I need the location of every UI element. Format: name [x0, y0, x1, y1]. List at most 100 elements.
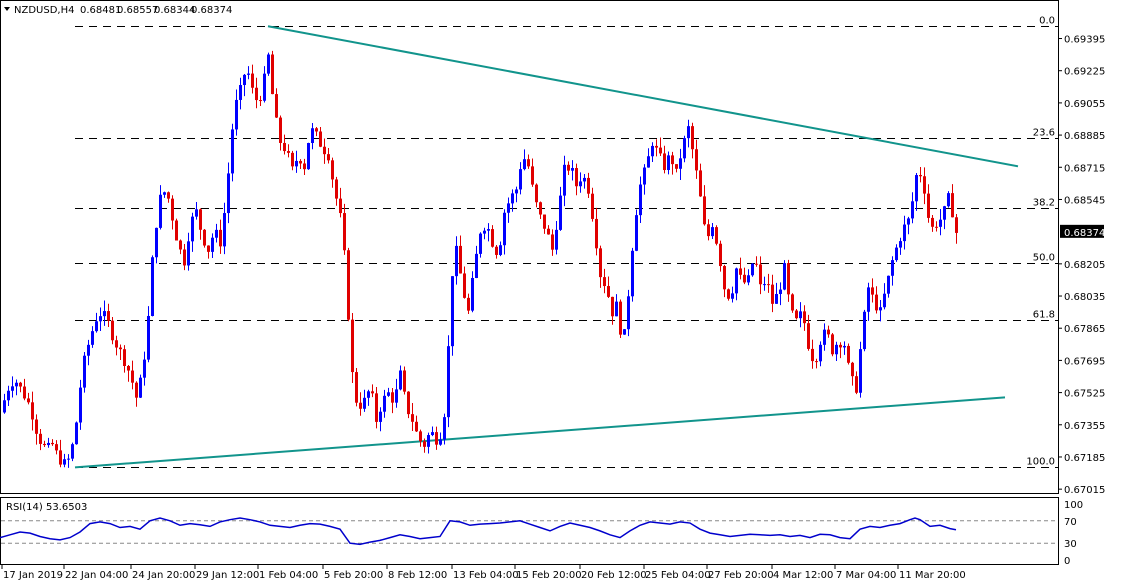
bear-candle [931, 217, 934, 227]
time-axis-label: 15 Feb 20:00 [516, 570, 582, 581]
bull-candle [559, 195, 562, 230]
bull-candle [99, 316, 102, 322]
bear-candle [951, 193, 954, 218]
time-axis-label: 24 Jan 20:00 [132, 570, 195, 581]
bull-candle [563, 164, 566, 196]
bear-candle [179, 240, 182, 250]
bear-candle [703, 196, 706, 225]
bear-candle [575, 168, 578, 187]
bull-candle [79, 387, 82, 423]
price-axis-label: 0.67185 [1064, 453, 1105, 464]
bear-candle [59, 450, 62, 465]
bull-candle [75, 422, 78, 445]
bear-candle [531, 166, 534, 185]
dropdown-triangle-icon[interactable] [4, 7, 10, 11]
bear-candle [607, 286, 610, 297]
bear-candle [803, 311, 806, 324]
bear-candle [127, 366, 130, 371]
bear-candle [331, 160, 334, 180]
bear-candle [51, 442, 54, 445]
bear-candle [603, 277, 606, 287]
time-axis-label: 4 Mar 12:00 [773, 570, 833, 581]
bull-candle [947, 193, 950, 207]
bear-candle [339, 198, 342, 214]
bear-candle [935, 226, 938, 228]
bull-candle [943, 206, 946, 220]
bear-candle [459, 245, 462, 274]
bear-candle [423, 441, 426, 447]
bear-candle [539, 202, 542, 215]
trendlines [74, 25, 1019, 469]
bear-candle [355, 372, 358, 403]
bull-candle [687, 126, 690, 139]
price-axis-label: 0.69225 [1064, 67, 1105, 78]
bear-candle [919, 175, 922, 177]
bear-candle [723, 266, 726, 290]
fib-label: 0.0 [1039, 16, 1055, 27]
bear-candle [467, 297, 470, 311]
bear-candle [827, 329, 830, 335]
bear-candle [547, 228, 550, 235]
bull-candle [15, 382, 18, 387]
bull-candle [95, 321, 98, 332]
bear-candle [655, 145, 658, 148]
price-axis-label: 0.68205 [1064, 260, 1105, 271]
bear-candle [435, 432, 438, 445]
bull-candle [383, 395, 386, 412]
bear-candle [495, 246, 498, 255]
rsi-axis-label: 0 [1064, 556, 1070, 567]
bear-candle [847, 345, 850, 363]
bear-candle [359, 402, 362, 409]
bull-candle [163, 192, 166, 195]
bull-candle [195, 209, 198, 217]
bull-candle [155, 227, 158, 258]
bear-candle [595, 218, 598, 249]
bear-candle [119, 347, 122, 350]
bear-candle [107, 311, 110, 321]
bear-candle [811, 348, 814, 362]
bull-candle [7, 390, 10, 401]
bull-candle [763, 284, 766, 286]
bull-candle [471, 277, 474, 311]
bear-candle [831, 334, 834, 355]
chart-header-low: 0.68344 [154, 5, 195, 16]
main-pane [0, 0, 1059, 494]
bear-candle [123, 349, 126, 367]
price-axis-label: 0.67525 [1064, 389, 1105, 400]
bear-candle [871, 287, 874, 295]
bear-candle [591, 193, 594, 219]
bear-candle [175, 220, 178, 241]
bull-candle [87, 344, 90, 356]
bull-candle [363, 397, 366, 409]
bull-candle [571, 168, 574, 171]
bull-candle [187, 241, 190, 266]
bull-candle [439, 439, 442, 445]
bull-candle [223, 213, 226, 247]
bull-candle [91, 331, 94, 345]
bull-candle [843, 345, 846, 348]
bear-candle [283, 142, 286, 152]
bull-candle [903, 224, 906, 242]
time-axis-label: 13 Feb 04:00 [453, 570, 519, 581]
bull-candle [455, 245, 458, 277]
bear-candle [315, 128, 318, 132]
price-axis-label: 0.69395 [1064, 35, 1105, 46]
bull-candle [883, 293, 886, 308]
bear-candle [171, 198, 174, 221]
bull-candle [295, 160, 298, 167]
bull-candle [143, 359, 146, 378]
fib-label: 50.0 [1033, 253, 1055, 264]
bull-candle [395, 389, 398, 403]
rsi-axis-label: 70 [1064, 517, 1077, 528]
price-axis-label: 0.68545 [1064, 195, 1105, 206]
bull-candle [891, 260, 894, 276]
price-axis-label: 0.68885 [1064, 131, 1105, 142]
price-axis-label: 0.68715 [1064, 163, 1105, 174]
bull-candle [227, 173, 230, 214]
bull-candle [243, 74, 246, 86]
bear-candle [327, 154, 330, 161]
fib-label: 100.0 [1026, 457, 1055, 468]
time-axis-label: 29 Jan 12:00 [196, 570, 259, 581]
bull-candle [387, 392, 390, 396]
bull-candle [11, 386, 14, 391]
